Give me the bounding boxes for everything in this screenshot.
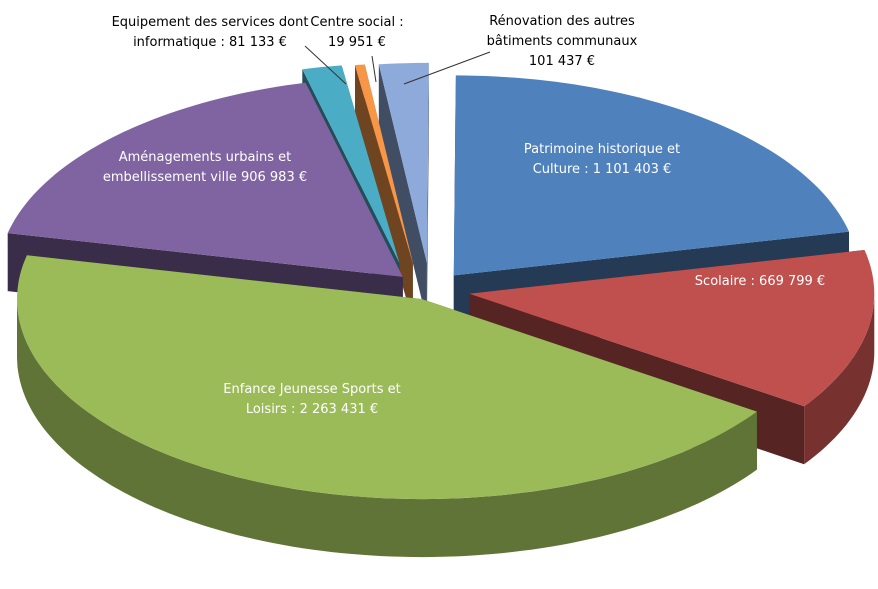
data-label: Aménagements urbains et embellissement v…: [102, 150, 308, 185]
slice: [378, 62, 429, 263]
slice-side: [17, 299, 757, 558]
slice-cut-face: [378, 64, 427, 321]
slice: [7, 82, 403, 277]
slice-side: [804, 293, 875, 465]
data-label: Patrimoine historique et Culture : 1 101…: [523, 142, 681, 177]
slice: [469, 250, 875, 407]
slice: [302, 65, 400, 264]
data-label: Centre social : 19 951 €: [310, 15, 404, 50]
leader-lines: [304, 45, 491, 85]
data-label: Scolaire : 669 799 €: [694, 274, 826, 289]
data-label: Enfance Jeunesse Sports et Loisirs : 2 2…: [223, 382, 401, 417]
leader-line: [403, 51, 491, 85]
data-label: Equipement des services dont informatiqu…: [111, 15, 309, 50]
leader-line: [304, 45, 347, 85]
slice: [355, 64, 413, 264]
tops: [7, 62, 875, 500]
leader-line: [371, 55, 377, 83]
slice: [453, 75, 849, 276]
slice: [17, 255, 757, 500]
slice-cut-face: [426, 62, 429, 321]
data-label: Rénovation des autres bâtiments communau…: [486, 14, 638, 69]
